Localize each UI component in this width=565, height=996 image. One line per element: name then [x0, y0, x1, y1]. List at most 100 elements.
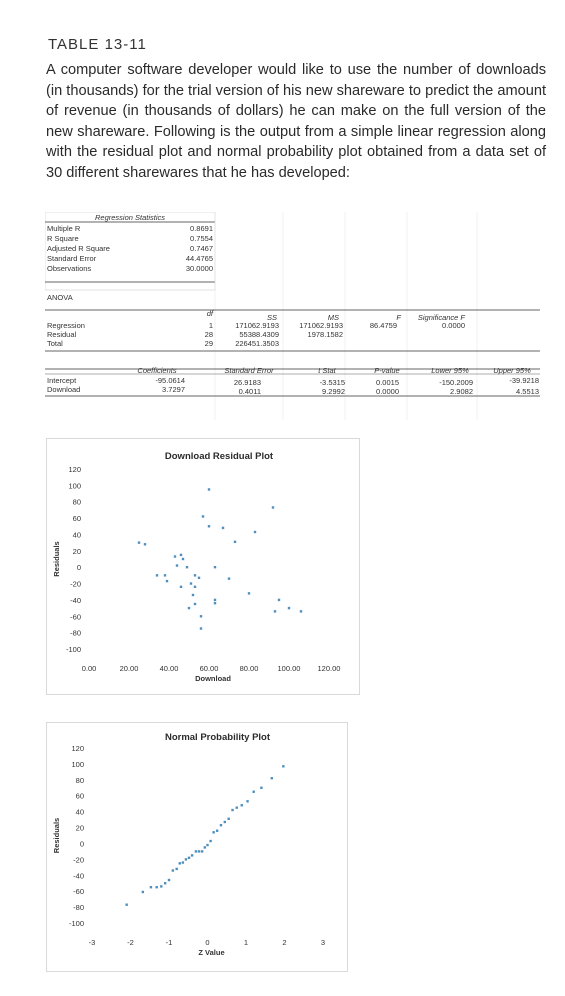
- data-point: [270, 777, 273, 780]
- coef-cell: -150.2009: [439, 378, 473, 387]
- anova-row-label: Residual: [47, 330, 77, 339]
- coef-header: Standard Error: [224, 366, 274, 375]
- data-point: [178, 862, 181, 865]
- data-point: [213, 598, 217, 602]
- y-tick-label: 20: [76, 824, 84, 833]
- x-tick-label: 0.00: [82, 664, 97, 673]
- coef-cell: 0.4011: [239, 387, 261, 396]
- data-point: [282, 765, 285, 768]
- y-tick-label: -20: [73, 855, 84, 864]
- coef-cell: 0.0015: [376, 378, 399, 387]
- anova-header: Significance F: [418, 313, 466, 322]
- data-point: [271, 506, 275, 509]
- data-point: [240, 804, 243, 807]
- coef-cell: 2.9082: [450, 387, 473, 396]
- data-point: [155, 886, 158, 889]
- coef-cell: -39.9218: [509, 376, 539, 385]
- data-point: [160, 885, 163, 888]
- coef-header: P-value: [374, 366, 399, 375]
- data-point: [125, 903, 128, 906]
- chart-title: Download Residual Plot: [165, 451, 274, 462]
- y-tick-label: 40: [76, 808, 84, 817]
- anova-header: F: [396, 313, 401, 322]
- y-tick-label: -60: [73, 887, 84, 896]
- data-point: [194, 850, 198, 853]
- coef-header: t Stat: [318, 366, 336, 375]
- data-point: [141, 890, 145, 894]
- data-point: [215, 829, 219, 832]
- stat-value: 0.7467: [190, 244, 213, 253]
- data-point: [173, 555, 177, 558]
- data-point: [213, 601, 217, 605]
- residual-plot: Download Residual Plot 120 100 80 60 40 20 0 -20…: [46, 438, 360, 695]
- problem-description: A computer software developer would like…: [46, 62, 546, 181]
- data-point: [193, 585, 197, 589]
- data-point: [231, 808, 234, 812]
- data-point: [167, 878, 171, 882]
- stat-value: 0.8691: [190, 224, 213, 233]
- y-tick-label: 0: [80, 839, 84, 848]
- data-point: [201, 515, 205, 518]
- data-point: [219, 823, 223, 827]
- data-point: [175, 867, 178, 871]
- data-point: [233, 540, 237, 544]
- data-point: [200, 850, 204, 853]
- data-point: [299, 610, 303, 613]
- x-tick-label: 60.00: [200, 664, 219, 673]
- data-point: [206, 843, 209, 847]
- x-axis-label: Download: [195, 674, 231, 683]
- anova-header: SS: [267, 313, 277, 322]
- data-point: [165, 579, 169, 583]
- data-point: [187, 856, 191, 859]
- anova-cell: 86.4759: [370, 321, 397, 330]
- coef-row-label: Intercept: [47, 376, 77, 385]
- data-point: [252, 790, 255, 793]
- data-point: [190, 854, 194, 857]
- data-point: [143, 543, 147, 546]
- data-point: [273, 610, 277, 613]
- data-point: [191, 593, 195, 597]
- y-tick-label: -80: [73, 903, 84, 912]
- data-point: [227, 817, 230, 820]
- data-point: [181, 861, 185, 864]
- anova-label: ANOVA: [47, 293, 73, 302]
- y-axis-label: Residuals: [52, 541, 61, 576]
- stat-label: Multiple R: [47, 224, 81, 233]
- coef-cell: 4.5513: [516, 387, 539, 396]
- data-point: [235, 806, 238, 809]
- x-tick-label: 40.00: [160, 664, 179, 673]
- data-point: [175, 564, 179, 567]
- coef-cell: -3.5315: [320, 378, 345, 387]
- anova-header: df: [207, 309, 214, 318]
- y-tick-label: 40: [73, 530, 81, 539]
- data-point: [189, 582, 193, 585]
- coef-cell: 3.7297: [162, 385, 185, 394]
- data-point: [179, 553, 183, 557]
- data-point: [199, 627, 203, 630]
- x-axis-label: Z Value: [198, 948, 224, 957]
- data-point: [187, 606, 191, 610]
- y-tick-label: -60: [70, 612, 81, 621]
- y-tick-label: 120: [68, 465, 81, 474]
- x-tick-label: -2: [127, 938, 134, 947]
- anova-cell: 1978.1582: [308, 330, 343, 339]
- x-tick-label: 120.00: [318, 664, 341, 673]
- data-point: [253, 530, 257, 534]
- table-title: TABLE 13-11: [48, 36, 147, 53]
- chart-title: Normal Probability Plot: [165, 732, 271, 743]
- coef-cell: 0.0000: [376, 387, 399, 396]
- data-point: [213, 565, 217, 569]
- anova-header: MS: [328, 313, 339, 322]
- data-point: [149, 886, 153, 889]
- data-point: [193, 574, 197, 577]
- data-point: [179, 585, 183, 589]
- normal-probability-plot: Normal Probability Plot 120 100 80 60 40 20 0 -2…: [46, 722, 348, 972]
- y-tick-label: -100: [69, 919, 84, 928]
- x-tick-label: -3: [89, 938, 96, 947]
- anova-row-label: Total: [47, 339, 63, 348]
- y-axis-label: Residuals: [52, 818, 61, 853]
- data-point: [277, 598, 281, 602]
- x-tick-label: -1: [166, 938, 173, 947]
- data-point: [209, 839, 212, 843]
- data-point: [287, 606, 291, 610]
